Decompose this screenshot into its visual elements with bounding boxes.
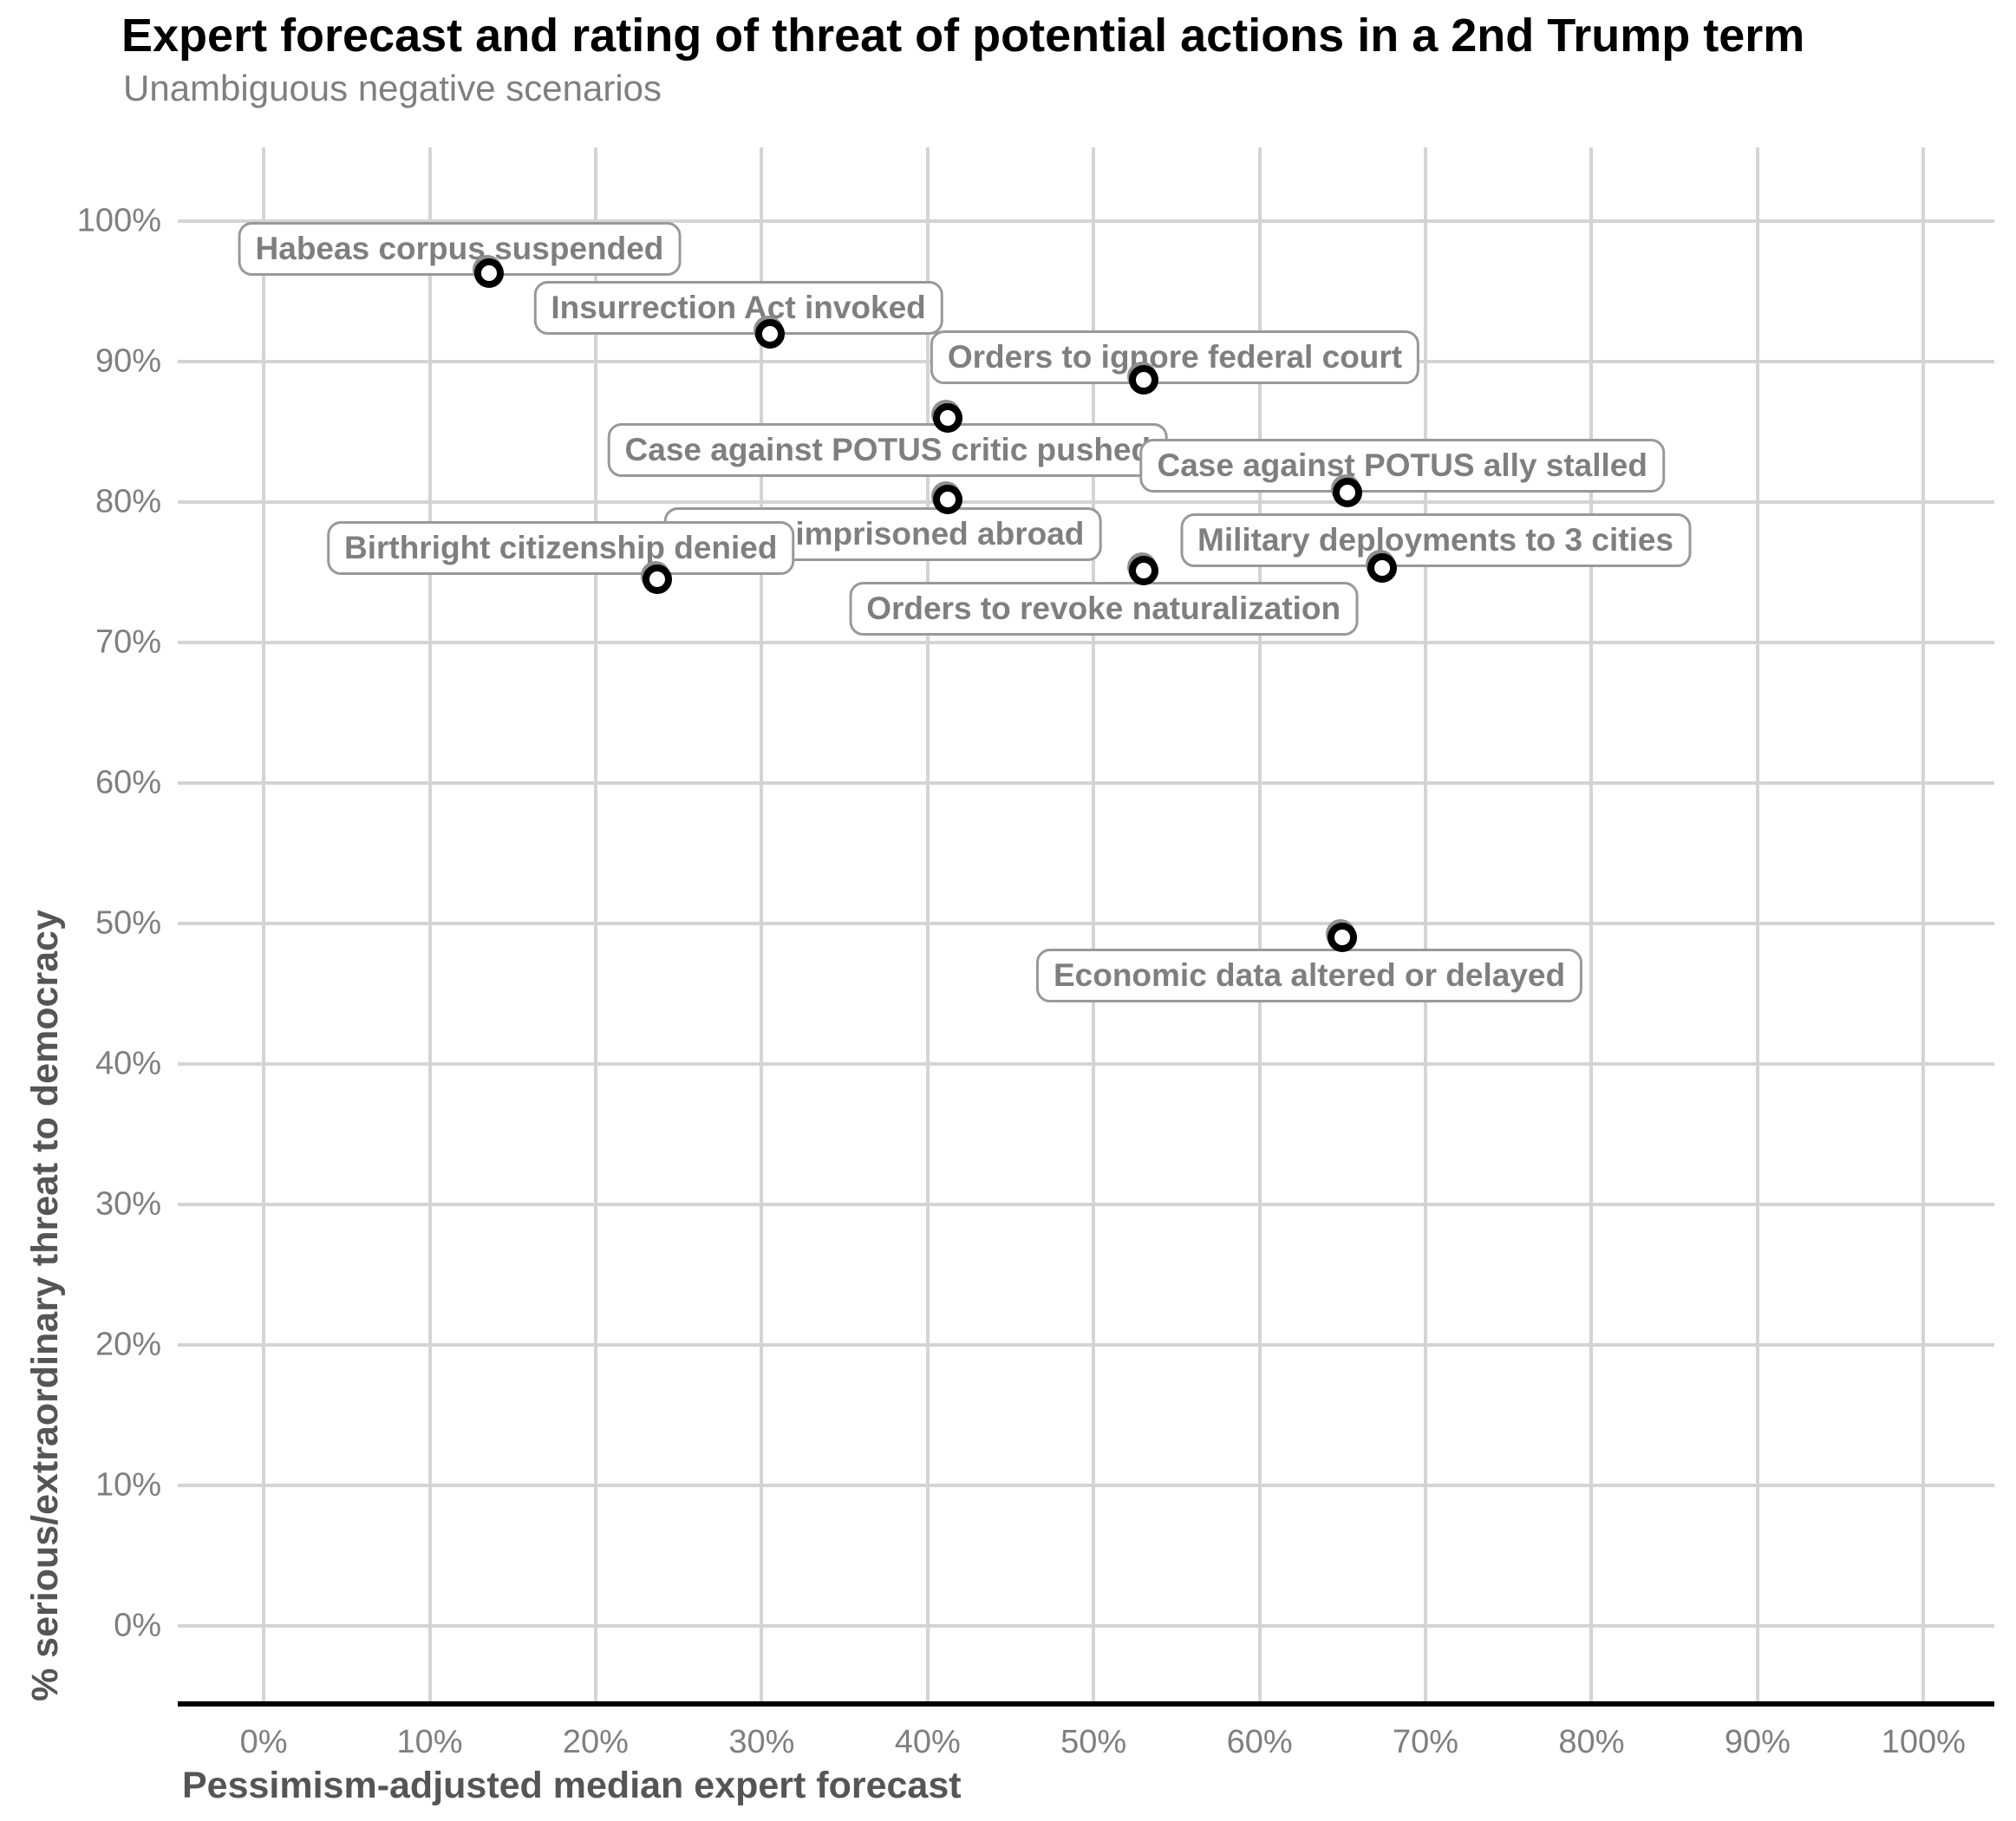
point-label: Insurrection Act invoked [533, 281, 943, 336]
x-tick-label: 40% [894, 1724, 961, 1760]
y-gridline [178, 1202, 1994, 1206]
x-axis-title: Pessimism-adjusted median expert forecas… [182, 1765, 962, 1806]
data-point [1367, 553, 1398, 584]
point-label: Orders to ignore federal court [930, 330, 1420, 385]
y-gridline [178, 1623, 1994, 1628]
y-tick-label: 40% [95, 1045, 161, 1082]
point-label: Habeas corpus suspended [238, 222, 682, 277]
y-axis-title: % serious/extraordinary threat to democr… [24, 910, 66, 1701]
y-tick-label: 70% [95, 623, 161, 661]
y-gridline [178, 1061, 1994, 1066]
point-label: Orders to revoke naturalization [849, 582, 1359, 636]
point-label: Military deployments to 3 cities [1180, 512, 1692, 567]
y-tick-label: 60% [95, 764, 161, 801]
data-point [932, 402, 962, 433]
x-tick-label: 0% [239, 1724, 288, 1760]
x-tick-label: 30% [728, 1724, 795, 1760]
y-tick-label: 100% [76, 202, 161, 239]
y-gridline [178, 499, 1994, 504]
x-tick-label: 100% [1881, 1724, 1966, 1760]
x-tick-label: 10% [396, 1724, 463, 1760]
point-label: Economic data altered or delayed [1035, 948, 1583, 1002]
data-point [1333, 477, 1363, 507]
data-point [474, 258, 505, 288]
y-tick-label: 30% [95, 1185, 161, 1223]
y-tick-label: 90% [95, 343, 161, 380]
data-point [1328, 923, 1358, 953]
x-tick-label: 20% [562, 1724, 629, 1760]
x-tick-label: 60% [1226, 1724, 1293, 1760]
data-point [1128, 364, 1158, 395]
data-point [1128, 556, 1158, 586]
x-tick-label: 70% [1393, 1724, 1459, 1760]
point-label: Case against POTUS ally stalled [1139, 438, 1665, 493]
y-tick-label: 10% [95, 1466, 161, 1504]
y-gridline [178, 780, 1994, 785]
y-tick-label: 50% [95, 904, 161, 942]
y-axis-tick-labels: 0% 10% 20% 30% 40% 50% 60% 70% 80% 90% 100% [0, 147, 161, 1701]
y-gridline [178, 921, 1994, 925]
chart-subtitle: Unambiguous negative scenarios [123, 68, 662, 108]
data-point [754, 318, 785, 349]
x-axis-tick-labels: 0% 10% 20% 30% 40% 50% 60% 70% 80% 90% 100% [178, 1724, 1994, 1767]
point-label: Case against POTUS critic pushed [607, 422, 1169, 477]
y-gridline [178, 219, 1994, 223]
point-label: Birthright citizenship denied [326, 521, 795, 576]
x-tick-label: 90% [1724, 1724, 1791, 1760]
y-tick-label: 0% [114, 1607, 161, 1644]
y-tick-label: 80% [95, 483, 161, 520]
chart-title: Expert forecast and rating of threat of … [121, 10, 1805, 62]
y-tick-label: 20% [95, 1326, 161, 1363]
data-point [932, 484, 962, 514]
data-point [642, 565, 672, 595]
x-tick-label: 80% [1558, 1724, 1625, 1760]
y-gridline [178, 1342, 1994, 1347]
y-gridline [178, 1483, 1994, 1487]
x-tick-label: 50% [1060, 1724, 1127, 1760]
y-gridline [178, 640, 1994, 644]
plot-panel: Habeas corpus suspended Insurrection Act … [178, 147, 1994, 1707]
